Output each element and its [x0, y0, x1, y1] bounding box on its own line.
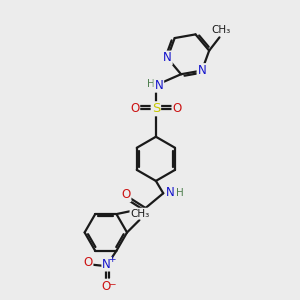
Text: N: N [163, 52, 172, 64]
Text: O: O [130, 102, 139, 115]
Text: S: S [152, 102, 160, 115]
Text: N: N [102, 258, 111, 271]
Text: O: O [101, 280, 111, 292]
Text: H: H [147, 79, 154, 89]
Text: O: O [121, 188, 130, 201]
Text: CH₃: CH₃ [211, 25, 231, 35]
Text: N: N [166, 186, 175, 199]
Text: −: − [108, 279, 115, 288]
Text: N: N [197, 64, 206, 77]
Text: O: O [172, 102, 182, 115]
Text: +: + [108, 255, 115, 264]
Text: N: N [154, 79, 163, 92]
Text: H: H [176, 188, 183, 198]
Text: O: O [83, 256, 92, 269]
Text: CH₃: CH₃ [130, 208, 150, 219]
